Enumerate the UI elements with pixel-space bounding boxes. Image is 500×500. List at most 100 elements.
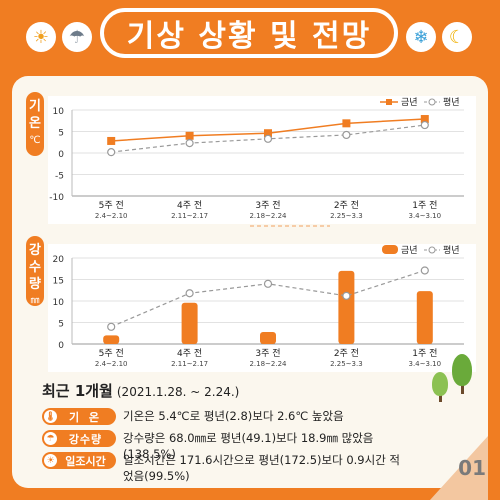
y-tick-label: 15 (53, 277, 64, 287)
legend-label-current: 금년 (401, 245, 418, 256)
legend-swatch-average (428, 98, 436, 106)
summary-row-precipitation: ☂ 강수량 강수량은 68.0㎜로 평년(49.1)보다 18.9㎜ 많았음(13… (42, 430, 423, 462)
tree-trunk (461, 380, 464, 394)
snowflake-icon: ❄ (406, 22, 436, 52)
temp-tab-dot (31, 153, 39, 155)
rain-tab-char: 량 (29, 277, 41, 292)
temperature-badge: 🌡 기 온 (42, 408, 116, 425)
temp-tab-char: 온 (29, 116, 41, 131)
summary-period: (2021.1.28. ~ 2.24.) (116, 385, 240, 399)
bar (416, 291, 433, 344)
legend-swatch-current (382, 245, 398, 254)
rain-tab-char: 수 (29, 260, 41, 275)
x-tick-label: 5주 전 (99, 348, 124, 359)
badge-label: 강수량 (68, 432, 103, 446)
x-date-label: 2.25~3.3 (330, 360, 363, 368)
umbrella-icon: ☂ (44, 432, 57, 445)
badge-label: 기 온 (68, 410, 103, 424)
bar (260, 331, 276, 344)
point-current (264, 129, 272, 138)
summary-text: 강수량은 68.0㎜로 평년(49.1)보다 18.9㎜ 많았음(138.5%) (123, 431, 374, 461)
point-current (342, 119, 351, 128)
point-average (263, 279, 273, 288)
point-average (420, 266, 429, 275)
legend-swatch-average (428, 246, 436, 254)
x-tick-label: 1주 전 (412, 348, 437, 359)
y-tick-label: 5 (58, 320, 64, 330)
x-tick-label: 5주 전 (99, 200, 124, 211)
point-average (107, 148, 116, 157)
x-tick-label: 2주 전 (334, 348, 359, 359)
point-average (107, 322, 116, 331)
point-current (420, 115, 429, 124)
point-average (185, 139, 194, 148)
summary-row-temperature: 🌡 기 온 기온은 5.4℃로 평년(2.8)보다 2.6℃ 높았음 (42, 408, 423, 425)
summary-text: 일조시간은 171.6시간으로 평년(172.5)보다 0.9시간 적었음(99… (123, 453, 401, 483)
point-average (263, 134, 273, 143)
rain-tab-char: 강 (29, 243, 41, 258)
page-title-text: 기상 상황 및 전망 (126, 19, 372, 54)
y-tick-label: 10 (53, 107, 65, 117)
x-date-label: 3.4~3.10 (409, 212, 442, 220)
x-date-label: 2.18~2.24 (249, 212, 287, 220)
tree-icon (452, 354, 472, 386)
summary-text: 기온은 5.4℃로 평년(2.8)보다 2.6℃ 높았음 (123, 409, 344, 423)
point-average (185, 289, 194, 298)
sunshine-badge: ☀ 일조시간 (42, 452, 116, 469)
x-date-label: 2.4~2.10 (95, 212, 128, 220)
point-current (185, 131, 194, 140)
summary-title: 최근 1개월 (2021.1.28. ~ 2.24.) (42, 380, 239, 401)
y-tick-label: -10 (49, 193, 64, 203)
point-average (420, 120, 429, 130)
x-date-label: 2.11~2.17 (171, 360, 208, 368)
bar (338, 270, 355, 344)
precipitation-tab: 강 수 량 ㎜ (26, 236, 44, 306)
summary-section: 최근 1개월 (2021.1.28. ~ 2.24.) (42, 380, 239, 401)
sun-icon: ☀ (26, 22, 56, 52)
x-tick-label: 3주 전 (255, 348, 280, 359)
x-date-label: 2.25~3.3 (330, 212, 363, 220)
badge-label: 일조시간 (65, 454, 106, 468)
rain-tab-unit: ㎜ (30, 296, 40, 306)
page-number: 01 (458, 456, 486, 480)
legend-label-current: 금년 (401, 97, 418, 108)
bar (103, 335, 120, 344)
precipitation-badge: ☂ 강수량 (42, 430, 116, 447)
x-date-label: 2.18~2.24 (249, 360, 287, 368)
point-current (107, 136, 116, 145)
tree-icon (432, 372, 448, 396)
legend-label-average: 평년 (443, 97, 460, 108)
chart-background (48, 96, 476, 224)
y-tick-label: 10 (53, 298, 65, 308)
x-date-label: 3.4~3.10 (409, 360, 442, 368)
temp-tab-unit: ℃ (29, 135, 41, 146)
moon-cloud-icon: ☾ (442, 22, 472, 52)
y-tick-label: -5 (55, 172, 64, 182)
page-title: 기상 상황 및 전망 (100, 8, 398, 58)
rain-cloud-icon: ☂ (62, 22, 92, 52)
point-average (342, 291, 351, 300)
x-tick-label: 2주 전 (334, 200, 359, 211)
x-date-label: 2.11~2.17 (171, 212, 208, 220)
legend-label-average: 평년 (443, 245, 460, 256)
chart-background (48, 244, 476, 372)
x-tick-label: 3주 전 (255, 200, 280, 211)
y-tick-label: 0 (58, 341, 64, 351)
thermometer-icon: 🌡 (44, 410, 57, 423)
x-tick-label: 4주 전 (177, 348, 202, 359)
x-date-label: 2.4~2.10 (95, 360, 128, 368)
bar (181, 302, 198, 344)
x-tick-label: 1주 전 (412, 200, 437, 211)
y-tick-label: 5 (58, 129, 64, 139)
legend-swatch-current (386, 99, 392, 105)
sun-small-icon: ☀ (44, 454, 57, 467)
temperature-tab: 기 온 ℃ (26, 92, 44, 156)
point-average (342, 130, 351, 140)
tree-trunk (439, 392, 442, 402)
temp-tab-char: 기 (29, 99, 41, 114)
y-tick-label: 0 (58, 150, 64, 160)
summary-title-text: 최근 1개월 (42, 382, 113, 400)
x-tick-label: 4주 전 (177, 200, 202, 211)
summary-row-sunshine: ☀ 일조시간 일조시간은 171.6시간으로 평년(172.5)보다 0.9시간 … (42, 452, 403, 484)
